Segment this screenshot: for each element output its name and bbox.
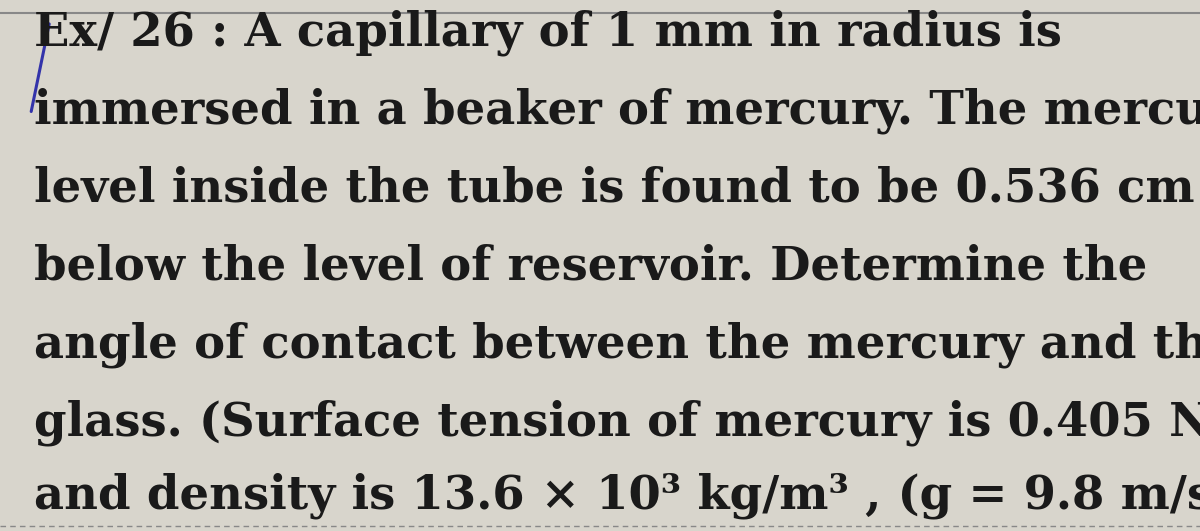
Text: Ex/ 26 : A capillary of 1 mm in radius is: Ex/ 26 : A capillary of 1 mm in radius i… [34,9,1062,56]
Text: below the level of reservoir. Determine the: below the level of reservoir. Determine … [34,244,1147,290]
Text: level inside the tube is found to be 0.536 cm: level inside the tube is found to be 0.5… [34,166,1194,212]
Text: and density is 13.6 × 10³ kg/m³ , (g = 9.8 m/s²): and density is 13.6 × 10³ kg/m³ , (g = 9… [34,473,1200,519]
Text: glass. (Surface tension of mercury is 0.405 N / m: glass. (Surface tension of mercury is 0.… [34,399,1200,446]
Text: immersed in a beaker of mercury. The mercury: immersed in a beaker of mercury. The mer… [34,87,1200,134]
Text: angle of contact between the mercury and the: angle of contact between the mercury and… [34,321,1200,368]
